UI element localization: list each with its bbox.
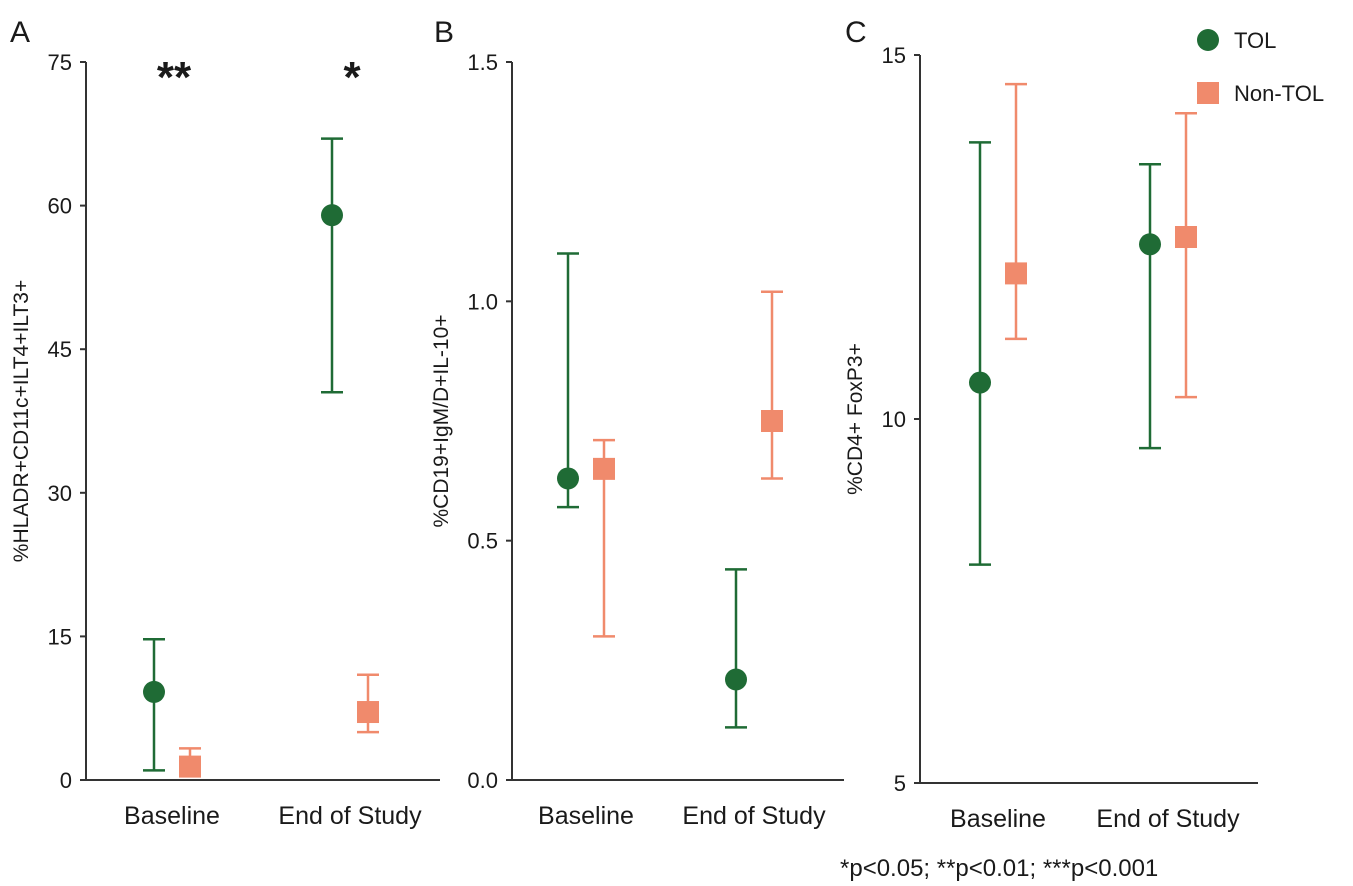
x-tick-label-b: Baseline bbox=[538, 802, 634, 830]
chart-panel-b: 0.0 0.5 1.0 1.5 %CD19+IgM/D+IL-10+ Baseline En… bbox=[430, 50, 844, 830]
legend-label-tol: TOL bbox=[1234, 28, 1276, 53]
panel-label-b: B bbox=[434, 16, 454, 49]
data-point-nontol bbox=[179, 755, 201, 778]
data-point-nontol bbox=[1005, 262, 1027, 285]
data-point-nontol bbox=[1175, 226, 1197, 248]
data-point-tol bbox=[143, 680, 165, 703]
legend-label-nontol: Non-TOL bbox=[1234, 81, 1324, 106]
chart-panel-a: 0 15 30 45 60 75 %HLADR+CD11c+ILT4+ILT3+ Baseli… bbox=[10, 50, 440, 830]
y-tick-label-a: 30 bbox=[48, 481, 72, 506]
data-point-tol bbox=[1139, 233, 1161, 256]
x-tick-label-c: Baseline bbox=[950, 805, 1046, 833]
data-point-nontol bbox=[761, 410, 783, 432]
y-tick-label-b: 1.5 bbox=[467, 50, 498, 75]
y-tick-label-b: 0.0 bbox=[467, 768, 498, 793]
y-tick-label-c: 15 bbox=[882, 43, 906, 68]
legend-marker-nontol bbox=[1197, 82, 1219, 104]
y-axis-label-a: %HLADR+CD11c+ILT4+ILT3+ bbox=[10, 280, 33, 562]
y-tick-label-c: 5 bbox=[894, 771, 906, 796]
x-tick-label-a: Baseline bbox=[124, 802, 220, 830]
significance-marker: ** bbox=[157, 53, 192, 102]
panel-label-a: A bbox=[10, 16, 30, 49]
legend-marker-tol bbox=[1197, 29, 1219, 51]
x-tick-label-c: End of Study bbox=[1096, 805, 1240, 833]
y-tick-label-b: 0.5 bbox=[467, 529, 498, 554]
y-tick-label-a: 75 bbox=[48, 50, 72, 75]
y-tick-label-a: 60 bbox=[48, 194, 72, 219]
y-tick-label-a: 15 bbox=[48, 624, 72, 649]
significance-marker: * bbox=[343, 53, 361, 102]
y-tick-label-a: 0 bbox=[60, 768, 72, 793]
x-tick-label-a: End of Study bbox=[278, 802, 422, 830]
data-point-tol bbox=[557, 467, 579, 490]
y-axis-label-b: %CD19+IgM/D+IL-10+ bbox=[430, 314, 453, 527]
data-point-tol bbox=[969, 371, 991, 394]
data-point-tol bbox=[725, 668, 747, 691]
legend: TOL Non-TOL bbox=[1197, 28, 1324, 106]
y-tick-label-b: 1.0 bbox=[467, 289, 498, 314]
chart-panel-c: 5 10 15 %CD4+ FoxP3+ Baseline End of Study bbox=[844, 43, 1258, 833]
data-point-tol bbox=[321, 204, 343, 227]
x-tick-label-b: End of Study bbox=[682, 802, 826, 830]
significance-footnote: *p<0.05; **p<0.01; ***p<0.001 bbox=[840, 855, 1158, 882]
panel-label-c: C bbox=[845, 16, 867, 49]
y-tick-label-a: 45 bbox=[48, 337, 72, 362]
data-point-nontol bbox=[593, 457, 615, 480]
data-point-nontol bbox=[357, 701, 379, 724]
y-tick-label-c: 10 bbox=[882, 407, 906, 432]
y-axis-label-c: %CD4+ FoxP3+ bbox=[844, 343, 867, 495]
